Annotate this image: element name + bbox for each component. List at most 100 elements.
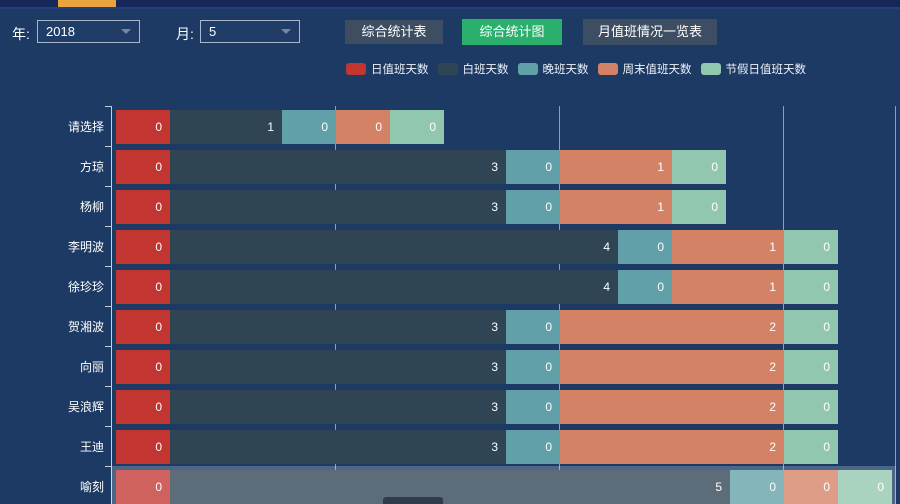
segment-value-label: 0 xyxy=(823,240,830,254)
bar-segment[interactable]: 0 xyxy=(116,350,170,384)
segment-value-label: 2 xyxy=(769,360,776,374)
bar-segment[interactable]: 0 xyxy=(336,110,390,144)
bar-segment[interactable]: 2 xyxy=(560,430,784,464)
axis-tick xyxy=(105,386,111,387)
summary-chart-button[interactable]: 综合统计图 xyxy=(462,19,562,45)
bar-segment[interactable]: 3 xyxy=(170,390,506,424)
bar-segment[interactable]: 3 xyxy=(170,310,506,344)
legend-item[interactable]: 晚班天数 xyxy=(517,61,589,77)
bar-segment[interactable]: 0 xyxy=(672,190,726,224)
bar-segment[interactable]: 0 xyxy=(506,430,560,464)
year-select[interactable]: 2018 xyxy=(37,20,140,43)
category-label: 贺湘波 xyxy=(67,320,104,334)
bar-segment[interactable]: 0 xyxy=(618,230,672,264)
bar-segment[interactable]: 0 xyxy=(506,350,560,384)
bar-segment[interactable]: 0 xyxy=(506,190,560,224)
bar-segment[interactable]: 0 xyxy=(784,430,838,464)
chart-legend: 日值班天数 白班天数 晚班天数 周末值班天数 节假日值班天数 xyxy=(346,61,806,77)
segment-value-label: 0 xyxy=(769,480,776,494)
bar-segment[interactable]: 4 xyxy=(170,230,618,264)
axis-tick xyxy=(105,426,111,427)
bar-segment[interactable]: 0 xyxy=(116,470,170,504)
category-label: 吴浪辉 xyxy=(67,400,104,414)
bar-row: 0 5 0 0 0 xyxy=(116,470,892,504)
bar-segment[interactable]: 0 xyxy=(116,190,170,224)
month-select-value: 5 xyxy=(209,24,217,39)
segment-value-label: 1 xyxy=(769,240,776,254)
bar-segment[interactable]: 0 xyxy=(506,310,560,344)
legend-label: 晚班天数 xyxy=(542,64,589,76)
bar-segment[interactable]: 0 xyxy=(784,230,838,264)
bar-segment[interactable]: 0 xyxy=(116,430,170,464)
bar-segment[interactable]: 0 xyxy=(282,110,336,144)
segment-value-label: 3 xyxy=(491,160,498,174)
legend-item[interactable]: 周末值班天数 xyxy=(597,61,692,77)
bar-segment[interactable]: 0 xyxy=(618,270,672,304)
bar-segment[interactable]: 0 xyxy=(506,390,560,424)
segment-value-label: 3 xyxy=(491,440,498,454)
bar-row: 0 4 0 1 0 xyxy=(116,230,838,264)
summary-table-button[interactable]: 综合统计表 xyxy=(345,20,443,44)
legend-label: 周末值班天数 xyxy=(622,64,692,76)
legend-item[interactable]: 白班天数 xyxy=(437,61,509,77)
bar-segment[interactable]: 0 xyxy=(784,310,838,344)
segment-value-label: 1 xyxy=(657,160,664,174)
bar-segment[interactable]: 0 xyxy=(784,470,838,504)
bar-segment[interactable]: 0 xyxy=(784,270,838,304)
category-label: 李明波 xyxy=(67,240,104,254)
bar-segment[interactable]: 0 xyxy=(116,110,170,144)
bar-segment[interactable]: 1 xyxy=(672,270,784,304)
segment-value-label: 0 xyxy=(429,120,436,134)
month-duty-overview-button[interactable]: 月值班情况一览表 xyxy=(583,19,717,45)
axis-tick xyxy=(105,266,111,267)
segment-value-label: 0 xyxy=(155,360,162,374)
bar-segment[interactable]: 0 xyxy=(116,230,170,264)
bar-segment[interactable]: 1 xyxy=(170,110,282,144)
bar-segment[interactable]: 0 xyxy=(116,150,170,184)
bar-segment[interactable]: 0 xyxy=(784,390,838,424)
segment-value-label: 1 xyxy=(267,120,274,134)
bar-segment[interactable]: 3 xyxy=(170,350,506,384)
bar-segment[interactable]: 4 xyxy=(170,270,618,304)
segment-value-label: 0 xyxy=(545,400,552,414)
bar-segment[interactable]: 0 xyxy=(116,390,170,424)
bar-segment[interactable]: 0 xyxy=(116,310,170,344)
bar-segment[interactable]: 2 xyxy=(560,310,784,344)
bar-segment[interactable]: 2 xyxy=(560,350,784,384)
legend-item[interactable]: 日值班天数 xyxy=(346,61,429,77)
bar-segment[interactable]: 1 xyxy=(560,150,672,184)
bar-segment[interactable]: 2 xyxy=(560,390,784,424)
segment-value-label: 0 xyxy=(155,200,162,214)
bar-segment[interactable]: 0 xyxy=(506,150,560,184)
month-select[interactable]: 5 xyxy=(200,20,300,43)
chevron-down-icon xyxy=(121,29,131,34)
bar-segment[interactable]: 0 xyxy=(390,110,444,144)
segment-value-label: 0 xyxy=(545,160,552,174)
bar-segment[interactable]: 3 xyxy=(170,430,506,464)
segment-value-label: 4 xyxy=(603,240,610,254)
bar-segment[interactable]: 3 xyxy=(170,190,506,224)
bar-segment[interactable]: 0 xyxy=(116,270,170,304)
segment-value-label: 0 xyxy=(657,240,664,254)
bar-segment[interactable]: 0 xyxy=(838,470,892,504)
segment-value-label: 0 xyxy=(823,480,830,494)
legend-item[interactable]: 节假日值班天数 xyxy=(700,61,806,77)
category-label: 向丽 xyxy=(79,360,104,374)
segment-value-label: 0 xyxy=(375,120,382,134)
segment-value-label: 0 xyxy=(545,200,552,214)
legend-swatch-icon xyxy=(700,63,721,75)
bar-segment[interactable]: 0 xyxy=(730,470,784,504)
bar-segment[interactable]: 0 xyxy=(784,350,838,384)
bar-segment[interactable]: 0 xyxy=(672,150,726,184)
segment-value-label: 0 xyxy=(155,320,162,334)
segment-value-label: 4 xyxy=(603,280,610,294)
bar-segment[interactable]: 1 xyxy=(672,230,784,264)
segment-value-label: 0 xyxy=(155,240,162,254)
top-tab-strip xyxy=(0,0,900,7)
bar-segment[interactable]: 5 xyxy=(170,470,730,504)
axis-tick xyxy=(105,146,111,147)
active-tab-indicator[interactable] xyxy=(58,0,116,7)
bar-segment[interactable]: 1 xyxy=(560,190,672,224)
bar-segment[interactable]: 3 xyxy=(170,150,506,184)
